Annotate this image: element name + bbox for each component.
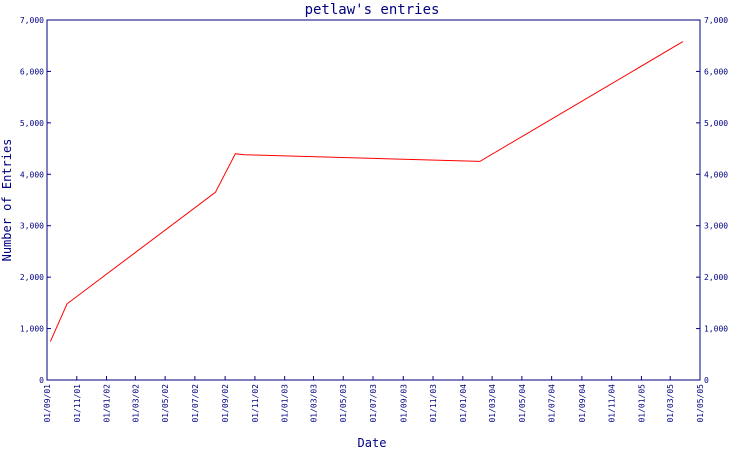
x-tick-label: 01/11/04	[608, 384, 617, 423]
x-tick-label: 01/03/03	[309, 384, 318, 423]
y-tick-label-right: 7,000	[704, 16, 728, 25]
y-tick-label-left: 0	[39, 376, 44, 385]
x-tick-label: 01/11/02	[251, 384, 260, 423]
x-tick-label: 01/03/02	[131, 384, 140, 423]
y-tick-label-right: 5,000	[704, 119, 728, 128]
y-tick-label-left: 6,000	[20, 67, 44, 76]
y-axis-label: Number of Entries	[0, 139, 14, 262]
x-tick-label: 01/11/01	[73, 384, 82, 423]
x-tick-label: 01/05/02	[161, 384, 170, 423]
x-tick-label: 01/07/04	[548, 384, 557, 423]
y-axis-right: 0 1,000 2,000 3,000 4,000 5,000 6,000 7,000	[696, 16, 728, 385]
x-tick-label: 01/09/02	[221, 384, 230, 423]
y-tick-label-right: 2,000	[704, 273, 728, 282]
x-tick-label: 01/03/05	[666, 384, 675, 423]
x-tick-label: 01/01/04	[459, 384, 468, 423]
y-tick-label-right: 0	[704, 376, 709, 385]
x-tick-label: 01/05/04	[518, 384, 527, 423]
y-tick-label-left: 1,000	[20, 325, 44, 334]
x-tick-label: 01/07/02	[191, 384, 200, 423]
y-tick-label-left: 7,000	[20, 16, 44, 25]
x-axis: 01/09/01 01/11/01 01/01/02 01/03/02 01/05/02…	[43, 376, 705, 423]
y-axis-left: 0 1,000 2,000 3,000 4,000 5,000 6,000 7,000	[20, 16, 51, 385]
x-tick-label: 01/05/05	[696, 384, 705, 423]
y-tick-label-left: 3,000	[20, 222, 44, 231]
x-tick-label: 01/11/03	[429, 384, 438, 423]
y-tick-label-left: 4,000	[20, 170, 44, 179]
x-tick-label: 01/09/04	[578, 384, 587, 423]
x-tick-label: 01/09/01	[43, 384, 52, 423]
y-tick-label-left: 2,000	[20, 273, 44, 282]
x-tick-label: 01/01/05	[637, 384, 646, 423]
series-layer	[49, 41, 684, 342]
series-line-0	[49, 41, 684, 342]
y-tick-label-right: 3,000	[704, 222, 728, 231]
x-tick-label: 01/01/03	[281, 384, 290, 423]
y-tick-label-right: 4,000	[704, 170, 728, 179]
x-tick-label: 01/09/03	[399, 384, 408, 423]
x-tick-label: 01/07/03	[369, 384, 378, 423]
x-tick-label: 01/03/04	[488, 384, 497, 423]
x-axis-label: Date	[358, 436, 387, 450]
x-tick-label: 01/05/03	[339, 384, 348, 423]
plot-frame	[46, 19, 701, 381]
y-tick-label-left: 5,000	[20, 119, 44, 128]
y-tick-label-right: 6,000	[704, 67, 728, 76]
x-tick-label: 01/01/02	[103, 384, 112, 423]
y-tick-label-right: 1,000	[704, 325, 728, 334]
chart-title: petlaw's entries	[305, 2, 440, 18]
